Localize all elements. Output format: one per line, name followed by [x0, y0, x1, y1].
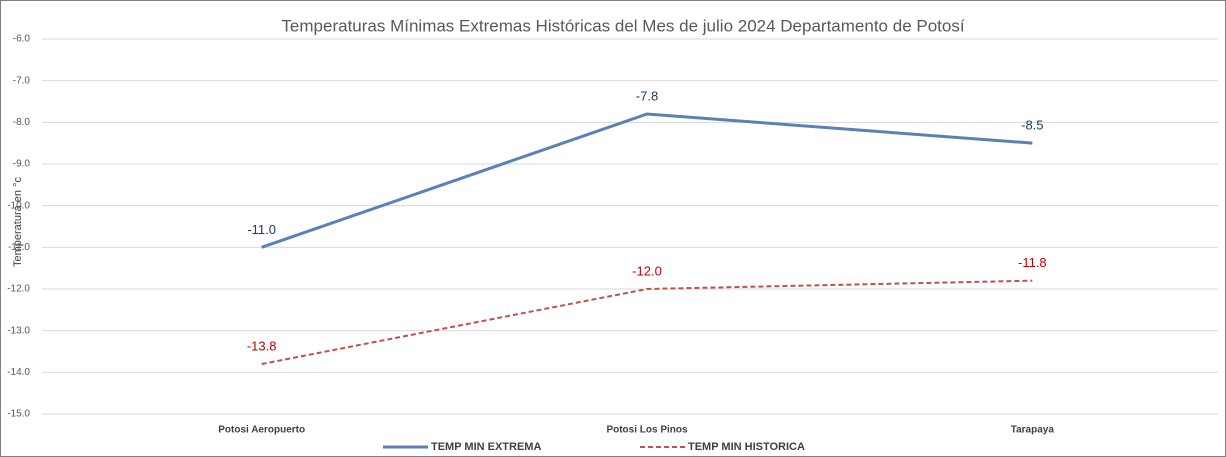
- y-tick-label: -10.0: [7, 200, 30, 211]
- x-tick-label: Potosi Aeropuerto: [218, 425, 305, 436]
- y-axis-title: Temperatura en °c: [12, 177, 24, 267]
- y-tick-label: -13.0: [7, 325, 30, 336]
- data-label: -13.8: [247, 338, 277, 353]
- data-label: -11.8: [1018, 255, 1047, 270]
- y-tick-label: -7.0: [13, 75, 31, 86]
- y-tick-label: -9.0: [13, 159, 31, 170]
- chart-title: Temperaturas Mínimas Extremas Históricas…: [281, 16, 964, 35]
- legend-label: TEMP MIN HISTORICA: [688, 441, 805, 453]
- y-tick-label: -12.0: [7, 284, 30, 295]
- series-line: [261, 112, 1033, 249]
- x-tick-label: Tarapaya: [1011, 425, 1055, 436]
- legend-label: TEMP MIN EXTREMA: [431, 441, 541, 453]
- data-label: -8.5: [1021, 118, 1043, 133]
- y-tick-label: -8.0: [13, 117, 31, 128]
- data-label: -7.8: [636, 88, 658, 103]
- data-label: -12.0: [632, 263, 662, 278]
- y-tick-label: -14.0: [7, 367, 30, 378]
- y-tick-label: -11.0: [8, 242, 30, 253]
- x-tick-label: Potosi Los Pinos: [606, 425, 688, 436]
- series-line: [261, 279, 1033, 365]
- y-tick-label: -6.0: [13, 34, 31, 45]
- data-label: -11.0: [247, 222, 276, 237]
- y-tick-label: -15.0: [7, 409, 30, 420]
